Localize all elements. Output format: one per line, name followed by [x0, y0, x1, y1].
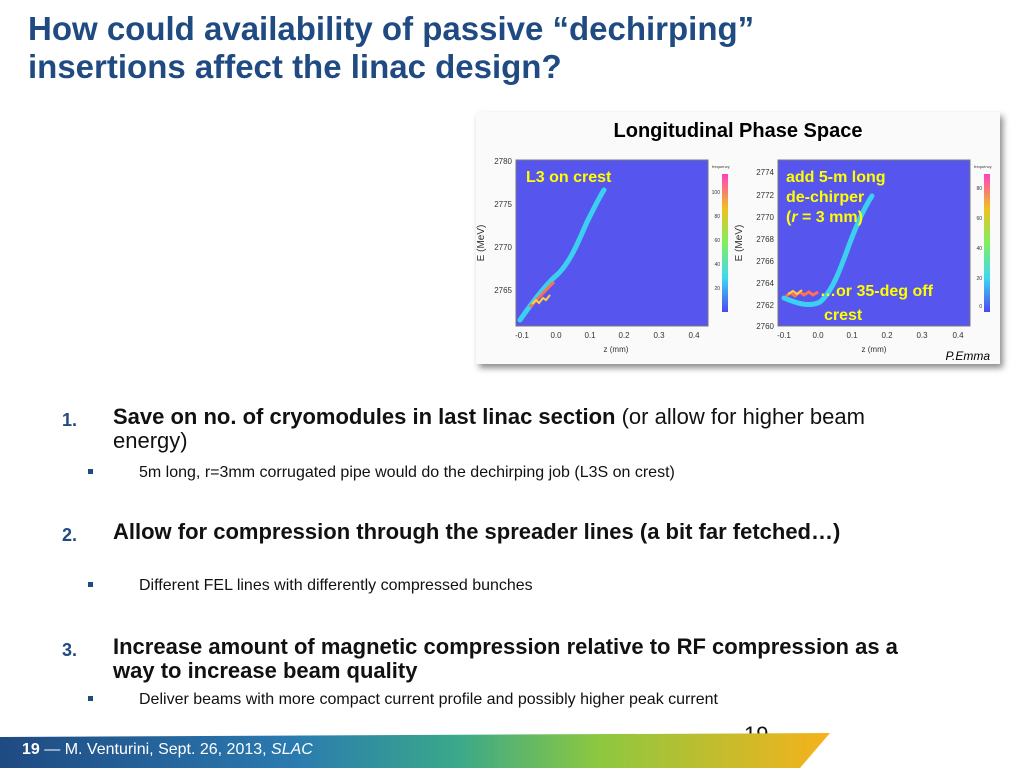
list-item-text: Save on no. of cryomodules in last linac… — [113, 405, 913, 453]
right-beam-trace — [781, 193, 875, 307]
left-colorbar-title: frequency — [712, 164, 730, 169]
title-line-1: How could availability of passive “dechi… — [28, 10, 755, 47]
list-item-bold: Allow for compression through the spread… — [113, 519, 841, 544]
list-item-text: Increase amount of magnetic compression … — [113, 635, 913, 683]
list-number: 2. — [62, 525, 78, 545]
right-colorbar-tick: 80 — [976, 186, 982, 192]
left-colorbar-tick: 20 — [714, 286, 720, 292]
right-overlay-off-crest-1: …or 35-deg off — [820, 283, 934, 300]
right-overlay-open: ( — [786, 209, 792, 226]
right-x-tick: 0.4 — [952, 331, 964, 340]
square-bullet-icon — [88, 696, 93, 701]
right-x-tick: 0.0 — [812, 331, 824, 340]
right-x-tick: 0.1 — [846, 331, 858, 340]
left-beam-trace — [517, 187, 607, 323]
left-y-tick: 2775 — [494, 200, 512, 209]
right-x-tick: -0.1 — [777, 331, 791, 340]
phase-space-figure: Longitudinal Phase Space L3 on crest — [476, 112, 1000, 364]
left-colorbar-tick: 40 — [714, 262, 720, 268]
list-item-text: Allow for compression through the spread… — [113, 520, 913, 544]
right-x-label: z (mm) — [862, 345, 887, 354]
list-number: 1. — [62, 410, 78, 430]
square-bullet-icon — [88, 582, 93, 587]
right-y-tick: 2764 — [756, 279, 774, 288]
footer-band — [0, 733, 830, 768]
left-y-ticks: 2780 2775 2770 2765 — [494, 157, 512, 295]
left-colorbar: frequency 100 80 60 40 20 — [712, 164, 730, 312]
right-overlay-r: r — [791, 209, 798, 226]
left-x-tick: -0.1 — [515, 331, 529, 340]
right-y-tick: 2774 — [756, 168, 774, 177]
title-line-2: insertions affect the linac design? — [28, 48, 562, 85]
square-bullet-icon — [88, 469, 93, 474]
right-y-tick: 2762 — [756, 301, 774, 310]
footer-author-date: M. Venturini, Sept. 26, 2013, — [64, 741, 272, 758]
left-y-tick: 2765 — [494, 286, 512, 295]
right-overlay-r-value: = 3 mm) — [798, 209, 863, 226]
footer-org: SLAC — [271, 741, 313, 758]
phase-space-plots: L3 on crest 2780 2775 2770 2765 -0.1 0.0… — [476, 157, 992, 354]
list-item-bold: Increase amount of magnetic compression … — [113, 634, 898, 683]
slide-title: How could availability of passive “dechi… — [28, 10, 988, 86]
list-item-bold: Save on no. of cryomodules in last linac… — [113, 404, 616, 429]
right-y-tick: 2766 — [756, 257, 774, 266]
right-overlay-line-1: add 5-m long — [786, 169, 886, 186]
right-beam-core — [785, 290, 819, 298]
right-x-ticks: -0.1 0.0 0.1 0.2 0.3 0.4 — [777, 331, 964, 340]
right-colorbar-tick: 0 — [979, 304, 982, 310]
right-y-tick: 2770 — [756, 213, 774, 222]
right-y-tick: 2760 — [756, 322, 774, 331]
right-beam-spikes — [787, 289, 803, 296]
right-colorbar: frequency 80 60 40 20 0 — [974, 164, 992, 312]
list-number: 3. — [62, 640, 78, 660]
sub-bullet-text: Different FEL lines with differently com… — [139, 577, 533, 594]
left-y-label: E (MeV) — [476, 225, 487, 262]
left-x-tick: 0.4 — [688, 331, 700, 340]
left-x-label: z (mm) — [604, 345, 629, 354]
right-colorbar-title: frequency — [974, 164, 992, 169]
left-x-tick: 0.0 — [550, 331, 562, 340]
left-plot: L3 on crest 2780 2775 2770 2765 -0.1 0.0… — [476, 157, 730, 354]
footer-text: 19 — M. Venturini, Sept. 26, 2013, SLAC — [22, 741, 313, 759]
right-y-label: E (MeV) — [734, 225, 745, 262]
right-y-tick: 2772 — [756, 191, 774, 200]
left-colorbar-bar — [722, 174, 728, 312]
left-x-tick: 0.3 — [653, 331, 665, 340]
left-overlay-label: L3 on crest — [526, 169, 612, 186]
left-colorbar-tick: 100 — [712, 190, 721, 196]
left-colorbar-tick: 80 — [714, 214, 720, 220]
right-plot-area — [777, 159, 971, 327]
left-beam-spikes — [531, 294, 551, 305]
figure-title: Longitudinal Phase Space — [613, 120, 863, 142]
right-colorbar-tick: 20 — [976, 276, 982, 282]
right-y-ticks: 2774 2772 2770 2768 2766 2764 2762 2760 — [756, 168, 774, 331]
right-x-tick: 0.2 — [881, 331, 893, 340]
left-x-tick: 0.2 — [618, 331, 630, 340]
right-x-tick: 0.3 — [916, 331, 928, 340]
footer-dash: — — [39, 741, 65, 758]
right-colorbar-tick: 60 — [976, 216, 982, 222]
sub-bullet-text: Deliver beams with more compact current … — [139, 691, 718, 708]
footer-slide-number: 19 — [22, 741, 40, 758]
right-colorbar-bar — [984, 174, 990, 312]
left-colorbar-tick: 60 — [714, 238, 720, 244]
right-overlay-line-2: de-chirper — [786, 189, 864, 206]
left-x-tick: 0.1 — [584, 331, 596, 340]
left-x-ticks: -0.1 0.0 0.1 0.2 0.3 0.4 — [515, 331, 700, 340]
right-plot: add 5-m long de-chirper (r = 3 mm) …or 3… — [734, 159, 992, 354]
left-y-tick: 2770 — [494, 243, 512, 252]
left-beam-core — [528, 280, 556, 308]
sub-bullet-text: 5m long, r=3mm corrugated pipe would do … — [139, 464, 675, 481]
footer-gradient — [0, 733, 830, 768]
right-y-tick: 2768 — [756, 235, 774, 244]
figure-credit: P.Emma — [945, 349, 990, 363]
right-overlay-line-3: (r = 3 mm) — [786, 209, 863, 226]
list-item-normal: (or allow for higher beam energy) — [113, 404, 865, 453]
left-y-tick: 2780 — [494, 157, 512, 166]
right-overlay-off-crest-2: crest — [824, 307, 863, 324]
right-colorbar-tick: 40 — [976, 246, 982, 252]
